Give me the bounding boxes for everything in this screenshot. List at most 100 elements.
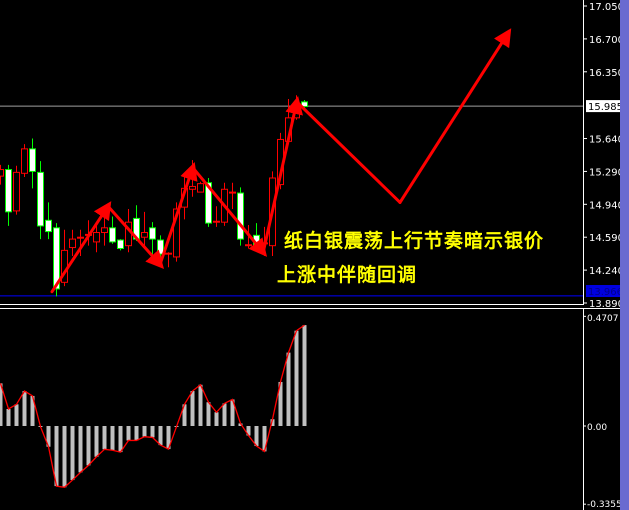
histogram-bar <box>150 426 155 438</box>
price-tick-label: 15.640 <box>589 135 624 146</box>
candle <box>13 165 20 215</box>
candle <box>0 164 4 185</box>
histogram-bar <box>254 426 259 447</box>
candle-body <box>157 239 164 255</box>
histogram-bar <box>0 383 3 426</box>
low-price-badge <box>586 285 620 297</box>
signal-line <box>0 324 305 488</box>
histogram-bar <box>198 384 203 426</box>
candle-body <box>13 171 20 212</box>
histogram-bar <box>86 426 91 466</box>
histogram-bar <box>142 426 147 437</box>
candle-body <box>0 169 4 177</box>
candle-body <box>101 227 108 234</box>
candle-body <box>5 169 12 213</box>
histogram-bar <box>262 426 267 452</box>
histogram-bar <box>30 395 35 426</box>
candle <box>29 138 36 189</box>
histogram-bar <box>246 426 251 436</box>
candle <box>37 161 44 240</box>
candle-body <box>213 220 220 223</box>
candle <box>45 202 52 240</box>
candle <box>109 216 116 244</box>
price-tick-label: 17.050 <box>589 2 624 13</box>
candle-body <box>237 192 244 240</box>
price-tick-label: 16.700 <box>589 35 624 46</box>
histogram-bar <box>46 426 51 447</box>
osc-tick-label: 0.4707 <box>587 314 619 324</box>
candle <box>165 252 172 268</box>
candle <box>229 182 236 210</box>
window-edge-strip <box>620 0 629 510</box>
candle-body <box>77 236 84 239</box>
price-tick-label: 16.350 <box>589 68 624 79</box>
candle-body <box>69 238 76 249</box>
osc-tick-label: -0.3355 <box>587 500 622 510</box>
candle <box>21 144 28 178</box>
histogram-bar <box>134 426 139 441</box>
trend-arrow <box>50 201 112 294</box>
candle-body <box>117 239 124 249</box>
current-price-badge <box>586 100 620 113</box>
histogram-bar <box>78 426 83 473</box>
candle <box>69 229 76 257</box>
histogram-bar <box>110 426 115 451</box>
price-tick-label: 15.290 <box>589 167 624 178</box>
annotation-line-1: 纸白银震荡上行节奏暗示银价 <box>284 230 545 252</box>
price-tick-label: 14.590 <box>589 233 624 244</box>
trend-arrow <box>398 28 512 204</box>
candle-body <box>93 232 100 243</box>
candle-body <box>149 227 156 240</box>
candle-body <box>141 232 148 238</box>
annotation-line-2: 上涨中伴随回调 <box>277 264 418 286</box>
histogram-bar <box>118 426 123 453</box>
candle <box>93 222 100 253</box>
candle-body <box>229 191 236 194</box>
histogram-bar <box>54 426 59 487</box>
histogram-bar <box>94 426 99 457</box>
price-tick-label: 13.890 <box>589 299 624 310</box>
histogram-bar <box>270 419 275 426</box>
candle <box>213 206 220 227</box>
low-price-label: 13.966 <box>588 287 623 298</box>
current-price-label: 15.985 <box>588 102 623 113</box>
histogram-bar <box>6 408 11 426</box>
candle-body <box>197 183 204 193</box>
histogram-bar <box>166 426 171 450</box>
trend-arrow <box>106 204 164 269</box>
histogram-bar <box>158 426 163 446</box>
trend-arrow <box>261 96 303 254</box>
histogram-bar <box>14 404 19 426</box>
candle <box>149 222 156 257</box>
histogram-bar <box>286 352 291 426</box>
candle-body <box>165 252 172 255</box>
histogram-bar <box>70 426 75 481</box>
trend-arrow <box>295 100 402 204</box>
candle-body <box>21 148 28 174</box>
oscillator-panel <box>0 324 307 488</box>
candle <box>5 164 12 226</box>
candle-body <box>205 182 212 224</box>
histogram-bar <box>206 402 211 426</box>
histogram-bar <box>22 391 27 426</box>
candle-body <box>29 148 36 172</box>
histogram-bar <box>302 325 307 426</box>
trend-arrow <box>158 161 198 266</box>
trend-arrow <box>191 166 268 257</box>
candle-body <box>189 185 196 190</box>
histogram-bar <box>102 426 107 450</box>
histogram-bar <box>230 399 235 426</box>
histogram-bar <box>294 330 299 426</box>
price-tick-label: 14.940 <box>589 200 624 211</box>
candle <box>117 239 124 251</box>
candle <box>197 181 204 193</box>
candle-body <box>37 171 44 227</box>
histogram-bar <box>190 391 195 426</box>
candle <box>141 211 148 246</box>
histogram-bar <box>62 426 67 488</box>
candle <box>237 187 244 246</box>
histogram-bar <box>214 412 219 426</box>
histogram-bar <box>222 403 227 426</box>
